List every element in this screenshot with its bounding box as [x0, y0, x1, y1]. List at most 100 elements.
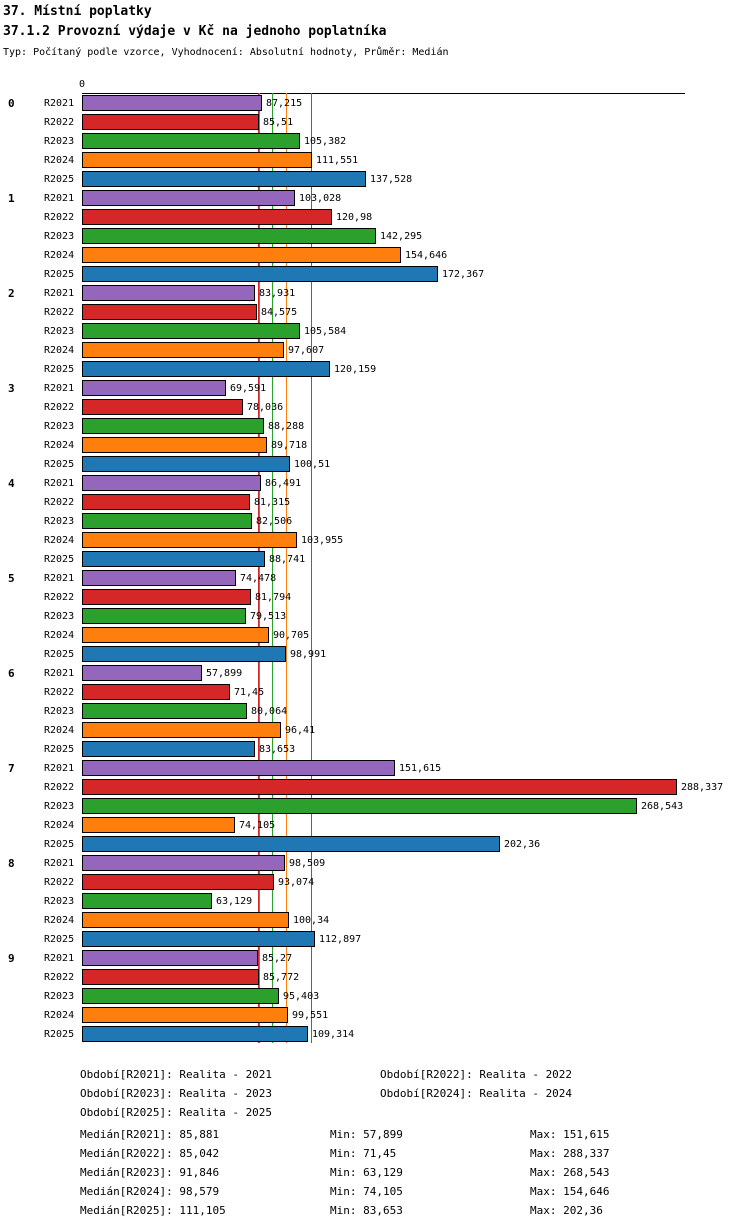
series-label: R2022	[44, 307, 75, 318]
value-label: 82,506	[256, 516, 293, 527]
chart-row: R2025 120,159	[0, 360, 750, 379]
value-label: 63,129	[216, 896, 253, 907]
bar-r2024-group-4	[82, 532, 297, 548]
median-stat: Medián[R2024]: 98,579	[80, 1185, 220, 1198]
series-label: R2025	[44, 934, 75, 945]
bar-r2023-group-0	[82, 133, 300, 149]
bar-r2021-group-9	[82, 950, 258, 966]
chart-row: R2025 83,653	[0, 740, 750, 759]
min-stat: Min: 71,45	[330, 1147, 397, 1160]
series-label: R2021	[44, 193, 75, 204]
chart-row: 8 R2021 98,509	[0, 854, 750, 873]
group-label: 6	[8, 667, 15, 680]
median-stat: Medián[R2022]: 85,042	[80, 1147, 220, 1160]
series-label: R2024	[44, 630, 75, 641]
bar-r2024-group-0	[82, 152, 312, 168]
chart-row: R2023 268,543	[0, 797, 750, 816]
value-label: 99,551	[292, 1010, 329, 1021]
series-label: R2022	[44, 592, 75, 603]
series-label: R2025	[44, 554, 75, 565]
period-row: Období[R2023]: Realita - 2023 Období[R20…	[80, 1084, 750, 1103]
value-label: 142,295	[380, 231, 423, 242]
value-label: 83,931	[259, 288, 296, 299]
bar-r2025-group-9	[82, 1026, 308, 1042]
series-label: R2025	[44, 744, 75, 755]
bar-r2021-group-3	[82, 380, 226, 396]
bar-r2021-group-2	[82, 285, 255, 301]
group-label: 4	[8, 477, 15, 490]
legend-footer: Období[R2021]: Realita - 2021 Období[R20…	[0, 1065, 750, 1220]
series-label: R2025	[44, 459, 75, 470]
value-label: 89,718	[271, 440, 308, 451]
chart-row: 9 R2021 85,27	[0, 949, 750, 968]
bar-r2022-group-4	[82, 494, 250, 510]
chart-rows: 0 R2021 87,215 R2022 85,51 R2023 105,382 R2024 1…	[0, 94, 750, 1044]
stats-block: Medián[R2021]: 85,881 Min: 57,899 Max: 1…	[80, 1125, 750, 1220]
value-label: 81,794	[255, 592, 292, 603]
series-label: R2021	[44, 763, 75, 774]
series-label: R2021	[44, 478, 75, 489]
chart-row: R2024 103,955	[0, 531, 750, 550]
chart-row: 7 R2021 151,615	[0, 759, 750, 778]
series-label: R2024	[44, 535, 75, 546]
value-label: 105,584	[304, 326, 347, 337]
series-label: R2025	[44, 269, 75, 280]
bar-r2022-group-1	[82, 209, 332, 225]
value-label: 100,34	[293, 915, 330, 926]
chart-row: R2022 81,315	[0, 493, 750, 512]
chart-row: 2 R2021 83,931	[0, 284, 750, 303]
bar-r2022-group-6	[82, 684, 230, 700]
chart-row: R2024 100,34	[0, 911, 750, 930]
chart-row: 5 R2021 74,478	[0, 569, 750, 588]
value-label: 111,551	[316, 155, 359, 166]
stats-row-r2023: Medián[R2023]: 91,846 Min: 63,129 Max: 2…	[80, 1163, 750, 1182]
group-label: 8	[8, 857, 15, 870]
chart-row: R2025 112,897	[0, 930, 750, 949]
value-label: 81,315	[254, 497, 291, 508]
value-label: 103,955	[301, 535, 344, 546]
series-label: R2023	[44, 896, 75, 907]
bar-r2022-group-7	[82, 779, 677, 795]
median-line-r2021	[259, 93, 260, 1043]
bar-r2025-group-2	[82, 361, 330, 377]
value-label: 79,513	[250, 611, 287, 622]
bar-r2024-group-6	[82, 722, 281, 738]
series-label: R2025	[44, 364, 75, 375]
value-label: 288,337	[681, 782, 724, 793]
value-label: 151,615	[399, 763, 442, 774]
series-label: R2023	[44, 136, 75, 147]
period-label-r2021: Období[R2021]: Realita - 2021	[80, 1068, 273, 1081]
max-stat: Max: 154,646	[530, 1185, 610, 1198]
value-label: 87,215	[266, 98, 303, 109]
value-label: 98,509	[289, 858, 326, 869]
series-label: R2024	[44, 725, 75, 736]
chart-title: 37.1.2 Provozní výdaje v Kč na jednoho p…	[3, 24, 387, 39]
max-stat: Max: 151,615	[530, 1128, 610, 1141]
max-stat: Max: 202,36	[530, 1204, 603, 1217]
series-label: R2022	[44, 117, 75, 128]
value-label: 202,36	[504, 839, 541, 850]
series-label: R2022	[44, 497, 75, 508]
bar-r2021-group-5	[82, 570, 236, 586]
value-label: 100,51	[294, 459, 331, 470]
series-label: R2023	[44, 421, 75, 432]
value-label: 85,27	[262, 953, 293, 964]
bar-r2021-group-1	[82, 190, 295, 206]
series-label: R2023	[44, 516, 75, 527]
chart-row: R2022 288,337	[0, 778, 750, 797]
bar-r2025-group-3	[82, 456, 290, 472]
bar-r2023-group-3	[82, 418, 264, 434]
series-label: R2022	[44, 402, 75, 413]
series-label: R2023	[44, 991, 75, 1002]
chart-row: R2024 89,718	[0, 436, 750, 455]
stats-row-r2025: Medián[R2025]: 111,105 Min: 83,653 Max: …	[80, 1201, 750, 1220]
value-label: 86,491	[265, 478, 302, 489]
report-title: 37. Místní poplatky	[3, 4, 152, 19]
value-label: 74,105	[239, 820, 276, 831]
series-label: R2022	[44, 212, 75, 223]
value-label: 97,607	[288, 345, 325, 356]
x-axis-line	[82, 93, 685, 94]
value-label: 71,45	[234, 687, 265, 698]
chart-row: R2023 80,064	[0, 702, 750, 721]
